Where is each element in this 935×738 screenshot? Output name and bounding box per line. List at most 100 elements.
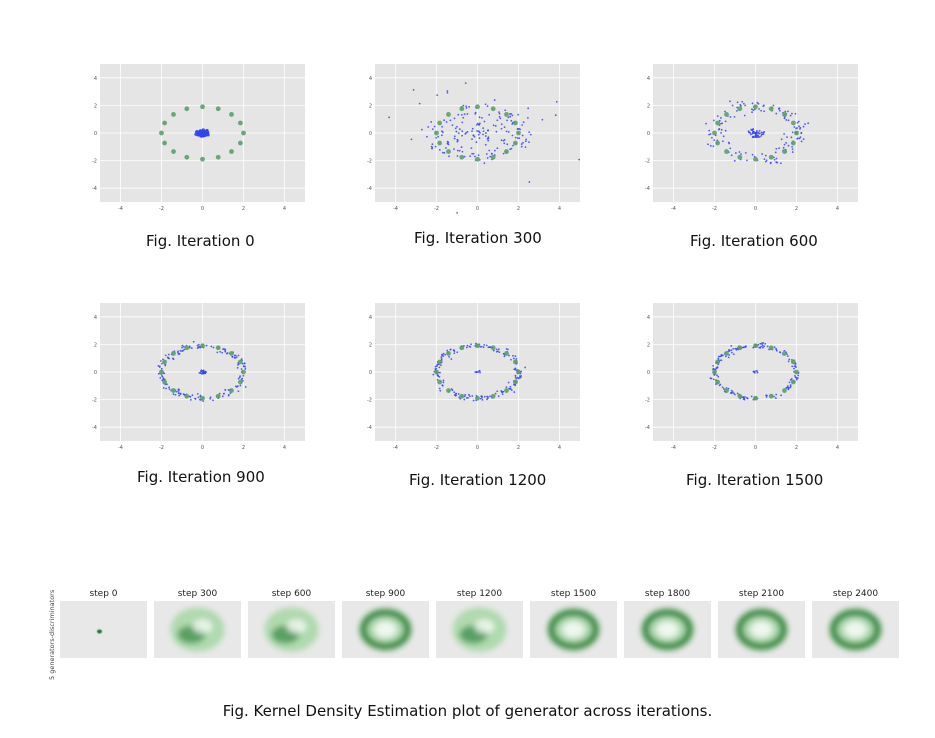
y-tick-label: -4 — [645, 425, 650, 431]
generated-point — [221, 395, 224, 398]
real-mode-point — [737, 393, 743, 399]
real-mode-point — [215, 393, 221, 399]
generated-point — [242, 374, 245, 377]
generated-point — [717, 375, 720, 378]
generated-point — [456, 125, 458, 128]
generated-point — [446, 140, 449, 143]
real-mode-point — [437, 359, 443, 365]
generated-point — [441, 134, 443, 137]
generated-point — [442, 381, 445, 384]
kde-plot — [248, 601, 335, 658]
generated-point — [766, 345, 769, 348]
generated-point — [471, 152, 474, 155]
generated-point — [796, 377, 798, 380]
generated-point — [194, 398, 197, 400]
generated-point — [713, 374, 716, 376]
real-mode-point — [162, 140, 168, 146]
generated-point — [765, 394, 768, 397]
real-mode-point — [229, 112, 234, 117]
generated-point — [482, 133, 484, 136]
generated-point — [758, 136, 761, 138]
real-mode-point — [171, 351, 176, 356]
generated-point — [732, 348, 735, 350]
generated-point — [226, 352, 229, 354]
generated-point — [483, 395, 486, 398]
x-tick-label: 4 — [558, 445, 561, 451]
generated-point — [752, 109, 755, 112]
x-tick-label: 4 — [283, 206, 286, 212]
generated-point — [496, 390, 499, 393]
generated-point — [506, 119, 508, 122]
real-mode-point — [768, 393, 774, 399]
x-tick-label: 2 — [795, 445, 798, 451]
scatter-panel-5: -4 -2 0 2 4 4 2 0 -2 -4 — [641, 303, 858, 455]
x-tick-label: -2 — [434, 445, 439, 451]
real-mode-point — [504, 351, 509, 356]
y-tick-label: 2 — [94, 103, 97, 109]
generated-point — [506, 348, 509, 351]
generated-point — [708, 129, 711, 132]
generated-point — [743, 114, 746, 117]
generated-point — [755, 132, 757, 134]
generated-point — [507, 116, 510, 119]
generated-point — [179, 393, 182, 396]
generated-point — [196, 344, 199, 347]
generated-point — [720, 359, 723, 362]
generated-point — [782, 146, 785, 149]
y-tick-label: -2 — [645, 398, 650, 404]
real-mode-point — [724, 112, 729, 117]
generated-point — [720, 132, 723, 134]
generated-point — [524, 366, 527, 369]
generated-point — [758, 129, 761, 132]
scatter-caption-3: Fig. Iteration 900 — [137, 468, 265, 486]
generated-point — [182, 345, 185, 348]
generated-point — [244, 386, 247, 388]
generated-point — [488, 113, 491, 116]
generated-point — [242, 365, 245, 367]
generated-point — [514, 384, 517, 387]
generated-point — [794, 376, 797, 379]
generated-point — [772, 104, 775, 107]
generated-point — [161, 375, 163, 377]
generated-point — [463, 113, 466, 116]
generated-point — [244, 367, 247, 370]
generated-point — [776, 161, 779, 164]
x-tick-label: -4 — [118, 206, 123, 212]
generated-point — [486, 105, 489, 108]
generated-point — [729, 116, 732, 118]
generated-point — [453, 135, 456, 138]
generated-point — [468, 105, 471, 108]
x-tick-label: 2 — [517, 206, 520, 212]
generated-point — [764, 154, 767, 157]
generated-point — [541, 118, 544, 121]
generated-point — [489, 155, 492, 158]
kde-panel — [342, 601, 429, 658]
generated-point — [786, 355, 789, 358]
real-mode-point — [229, 149, 234, 154]
x-tick-label: -4 — [671, 445, 676, 451]
generated-point — [160, 360, 162, 362]
generated-point — [509, 388, 512, 390]
generated-point — [481, 117, 483, 119]
generated-point — [728, 348, 731, 351]
y-tick-label: 4 — [94, 315, 97, 321]
real-mode-point — [504, 112, 509, 117]
y-tick-label: 0 — [369, 370, 372, 376]
generated-point — [788, 381, 791, 384]
generated-point — [786, 136, 788, 139]
generated-point — [751, 153, 754, 156]
y-tick-label: -4 — [92, 425, 97, 431]
generated-point — [497, 395, 500, 398]
generated-point — [763, 104, 765, 107]
generated-point — [453, 148, 455, 151]
x-tick-label: 0 — [754, 206, 757, 212]
generated-point — [464, 82, 467, 85]
generated-point — [231, 355, 234, 358]
generated-point — [514, 136, 517, 139]
generated-point — [712, 119, 715, 122]
generated-point — [720, 117, 722, 119]
generated-point — [796, 121, 799, 124]
generated-point — [457, 113, 460, 116]
generated-point — [789, 384, 792, 386]
generated-point — [488, 149, 491, 152]
